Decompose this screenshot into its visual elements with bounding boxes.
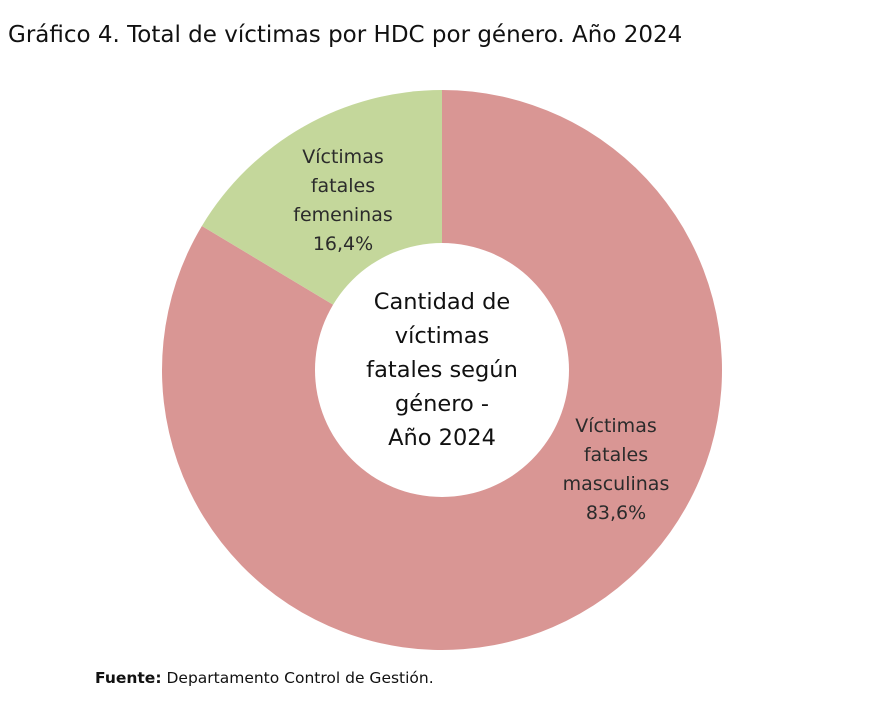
chart-title: Gráfico 4. Total de víctimas por HDC por… (8, 22, 683, 48)
donut-hole (315, 243, 569, 497)
center-label: Cantidad de víctimas fatales según género -… (366, 289, 518, 451)
source-note: Fuente: Departamento Control de Gestión. (95, 669, 434, 687)
slice-data-label: Víctimas fatales femeninas 16,4% (293, 146, 392, 255)
source-label: Fuente: (95, 669, 162, 687)
slice-data-label: Víctimas fatales masculinas 83,6% (563, 415, 670, 524)
source-text: Departamento Control de Gestión. (166, 669, 434, 687)
labels-layer: Víctimas fatales masculinas 83,6% Víctimas fa… (293, 146, 669, 524)
